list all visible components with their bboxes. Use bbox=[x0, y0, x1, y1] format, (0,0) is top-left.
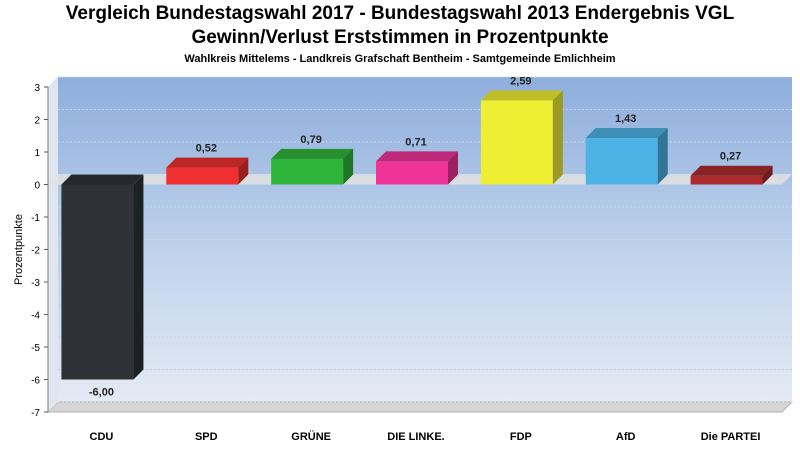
x-tick-label: Die PARTEI bbox=[701, 431, 761, 443]
data-label: -6,00 bbox=[89, 387, 114, 399]
bar-front bbox=[271, 158, 344, 185]
x-tick-label: CDU bbox=[90, 431, 114, 443]
y-tick-label: -4 bbox=[31, 311, 40, 322]
bar-top bbox=[585, 128, 668, 139]
bar-side bbox=[448, 151, 458, 185]
bar-front bbox=[480, 100, 553, 185]
chart-title-line-2: Gewinn/Verlust Erststimmen in Prozentpun… bbox=[191, 27, 609, 48]
bar-top bbox=[61, 174, 144, 185]
bar-front bbox=[585, 138, 658, 185]
bar-top bbox=[376, 151, 458, 162]
bar-spd bbox=[166, 157, 249, 185]
y-tick-label: 1 bbox=[34, 148, 40, 159]
x-tick-label: AfD bbox=[616, 431, 636, 443]
plot-side-wall bbox=[48, 77, 58, 412]
y-tick-label: -1 bbox=[31, 213, 40, 224]
y-tick-label: 2 bbox=[34, 116, 40, 127]
bar-side bbox=[238, 157, 249, 185]
bar-side bbox=[133, 174, 144, 380]
y-axis-label: Prozentpunkte bbox=[13, 214, 25, 285]
bar-cdu bbox=[61, 174, 144, 380]
y-tick-label: -7 bbox=[31, 408, 40, 419]
bar-front bbox=[376, 161, 448, 185]
chart-subtitle: Wahlkreis Mittelems - Landkreis Grafscha… bbox=[184, 53, 616, 65]
bar-fdp bbox=[480, 90, 563, 185]
bar-grüne bbox=[271, 148, 354, 185]
bar-afd bbox=[585, 128, 668, 185]
x-tick-label: SPD bbox=[195, 431, 218, 443]
data-label: 0,52 bbox=[196, 143, 217, 155]
bar-side bbox=[762, 165, 773, 185]
plot-floor bbox=[46, 401, 794, 413]
x-tick-label: GRÜNE bbox=[291, 430, 331, 443]
bar-die-linke bbox=[376, 151, 458, 185]
bar-side bbox=[657, 128, 668, 185]
x-tick-label: FDP bbox=[510, 431, 532, 443]
data-label: 0,71 bbox=[405, 136, 426, 148]
bar-top bbox=[690, 165, 773, 176]
bar-side bbox=[343, 148, 354, 185]
bar-top bbox=[166, 157, 249, 168]
bar-top bbox=[480, 90, 563, 101]
bar-front bbox=[166, 167, 239, 185]
x-tick-label: DIE LINKE. bbox=[387, 431, 444, 443]
y-tick-label: -6 bbox=[31, 376, 40, 387]
y-tick-label: 3 bbox=[34, 83, 40, 94]
bar-die-partei bbox=[690, 165, 773, 185]
plot-background bbox=[48, 77, 792, 412]
chart-title-block: Vergleich Bundestagswahl 2017 - Bundesta… bbox=[0, 2, 800, 67]
data-label: 1,43 bbox=[615, 113, 636, 125]
chart-title-line-1: Vergleich Bundestagswahl 2017 - Bundesta… bbox=[65, 3, 735, 24]
bar-front bbox=[690, 175, 763, 185]
bar-front bbox=[61, 184, 134, 380]
bar-side bbox=[552, 90, 563, 185]
data-label: 0,27 bbox=[720, 151, 741, 163]
y-tick-label: -5 bbox=[31, 343, 40, 354]
y-tick-label: 0 bbox=[34, 181, 40, 192]
y-tick-label: -3 bbox=[31, 278, 40, 289]
data-label: 2,59 bbox=[510, 75, 531, 87]
y-tick-label: -2 bbox=[31, 246, 40, 257]
bar-top bbox=[271, 148, 354, 159]
data-label: 0,79 bbox=[300, 134, 321, 146]
